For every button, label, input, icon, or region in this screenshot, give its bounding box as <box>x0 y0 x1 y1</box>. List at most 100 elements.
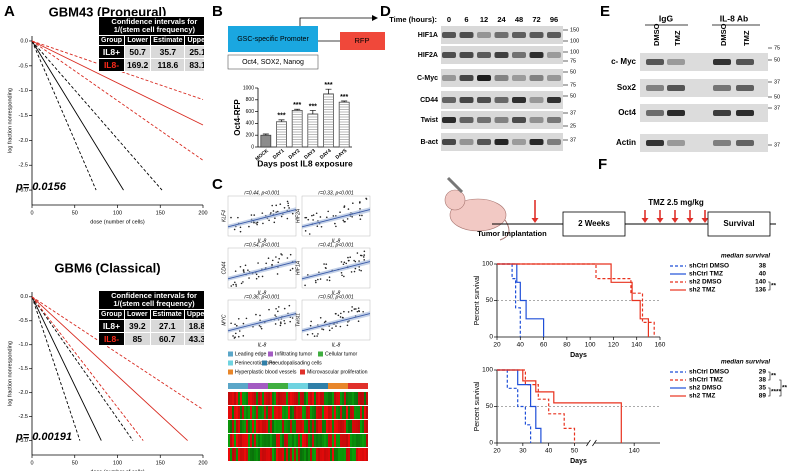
heatmap-cell <box>360 406 362 419</box>
table-title-row: Confidence intervals for 1/(stem cell fr… <box>98 16 204 36</box>
heatmap-cell <box>316 392 318 405</box>
sig-bracket <box>768 281 771 291</box>
band <box>512 97 526 103</box>
heatmap-cell <box>326 420 328 433</box>
heatmap-cell <box>252 420 254 433</box>
fit-line <box>301 261 371 280</box>
heatmap-cell <box>320 434 322 447</box>
scatter-dot <box>255 313 257 316</box>
scatter-dot <box>271 204 273 207</box>
group-cell: IL8- <box>98 332 125 346</box>
scatter-dot <box>325 216 328 219</box>
scatter-dot <box>339 316 342 318</box>
heatmap-cell <box>360 392 362 405</box>
median-value: 38 <box>759 377 767 384</box>
arrow-head <box>531 218 539 223</box>
scatter-dot <box>235 324 238 327</box>
band <box>547 97 561 103</box>
correlation-stats: r=0.50, p<0.001 <box>318 294 354 300</box>
time-value: 24 <box>497 15 506 24</box>
scatter-dot <box>319 317 322 319</box>
heatmap-cell <box>234 392 236 405</box>
heatmap-cell <box>270 448 272 461</box>
heatmap-cell <box>342 406 344 419</box>
heatmap-cell <box>242 420 244 433</box>
heatmap-cell <box>232 406 234 419</box>
heatmap-cell <box>294 392 296 405</box>
heatmap-cell <box>294 434 296 447</box>
column-header: Estimate <box>150 35 186 46</box>
scatter-dot <box>326 279 328 281</box>
heatmap-cell <box>328 406 330 419</box>
heatmap-cell <box>350 434 352 447</box>
scatter-dot <box>340 261 343 263</box>
heatmap-cell <box>268 434 270 447</box>
scatter-dot <box>233 281 236 284</box>
x-tick-label: 40 <box>545 448 553 455</box>
heatmap-cell <box>242 392 244 405</box>
heatmap-cell <box>340 392 342 405</box>
scatter-dot <box>311 214 313 217</box>
band <box>736 85 754 91</box>
scatter-dot <box>234 270 237 272</box>
heatmap-cell <box>352 406 354 419</box>
x-label: IL-8 <box>258 290 267 296</box>
mw-marker: 150 <box>570 27 579 33</box>
heatmap-cell <box>268 392 270 405</box>
scatter-dot <box>262 222 264 225</box>
heatmap-cell <box>338 420 340 433</box>
annotation-strip <box>322 383 324 389</box>
heatmap-cell <box>314 420 316 433</box>
y-tick-label: -1.5 <box>19 113 28 119</box>
arrow-head <box>671 218 679 223</box>
heatmap-cell <box>244 420 246 433</box>
heatmap-cell <box>274 420 276 433</box>
heatmap-cell <box>290 392 292 405</box>
correlation-stats: r=0.33, p<0.001 <box>318 190 354 196</box>
heatmap-cell <box>260 448 262 461</box>
scatter-dot <box>328 276 331 278</box>
scatter-dot <box>362 256 365 258</box>
heatmap-cell <box>326 406 328 419</box>
band <box>713 140 731 146</box>
heatmap-cell <box>238 434 240 447</box>
scatter-dot <box>232 283 235 286</box>
heatmap-cell <box>354 448 356 461</box>
scatter-dot <box>274 323 277 325</box>
heatmap-cell <box>298 392 300 405</box>
heatmap-cell <box>340 434 342 447</box>
scatter-dot <box>239 226 242 229</box>
x-axis-label: Days <box>570 352 587 359</box>
band <box>512 117 526 123</box>
heatmap-cell <box>366 434 368 447</box>
heatmap-cell <box>332 434 334 447</box>
ci-table: Confidence intervals for 1/(stem cell fr… <box>98 290 204 346</box>
legend-swatch <box>262 360 267 366</box>
heatmap-cell <box>268 420 270 433</box>
annotation-strip <box>320 383 322 389</box>
heatmap-cell <box>286 392 288 405</box>
heatmap-cell <box>344 448 346 461</box>
legend-label: Pseudopalisading cells <box>269 360 322 366</box>
x-label: IL-8 <box>258 342 267 348</box>
heatmap-cell <box>236 420 238 433</box>
annotation-strip <box>356 383 358 389</box>
mw-marker: 50 <box>570 93 576 99</box>
heatmap-cell <box>316 448 318 461</box>
x-tick-label: 80 <box>563 342 571 349</box>
heatmap-cell <box>250 448 252 461</box>
scatter-dot <box>268 219 270 222</box>
scatter-dot <box>352 202 354 204</box>
mw-marker: 50 <box>774 57 780 63</box>
scatter-dot <box>230 285 233 287</box>
scatter-dot <box>283 307 286 310</box>
x-label: IL-8 <box>332 290 341 296</box>
band <box>667 140 685 146</box>
scatter-dot <box>343 261 346 264</box>
scatter-dot <box>240 282 243 285</box>
heatmap-cell <box>290 420 292 433</box>
significance: *** <box>340 94 348 101</box>
gene-label: Twist1 <box>295 313 301 327</box>
scatter-dot <box>350 309 353 312</box>
band <box>547 117 561 123</box>
